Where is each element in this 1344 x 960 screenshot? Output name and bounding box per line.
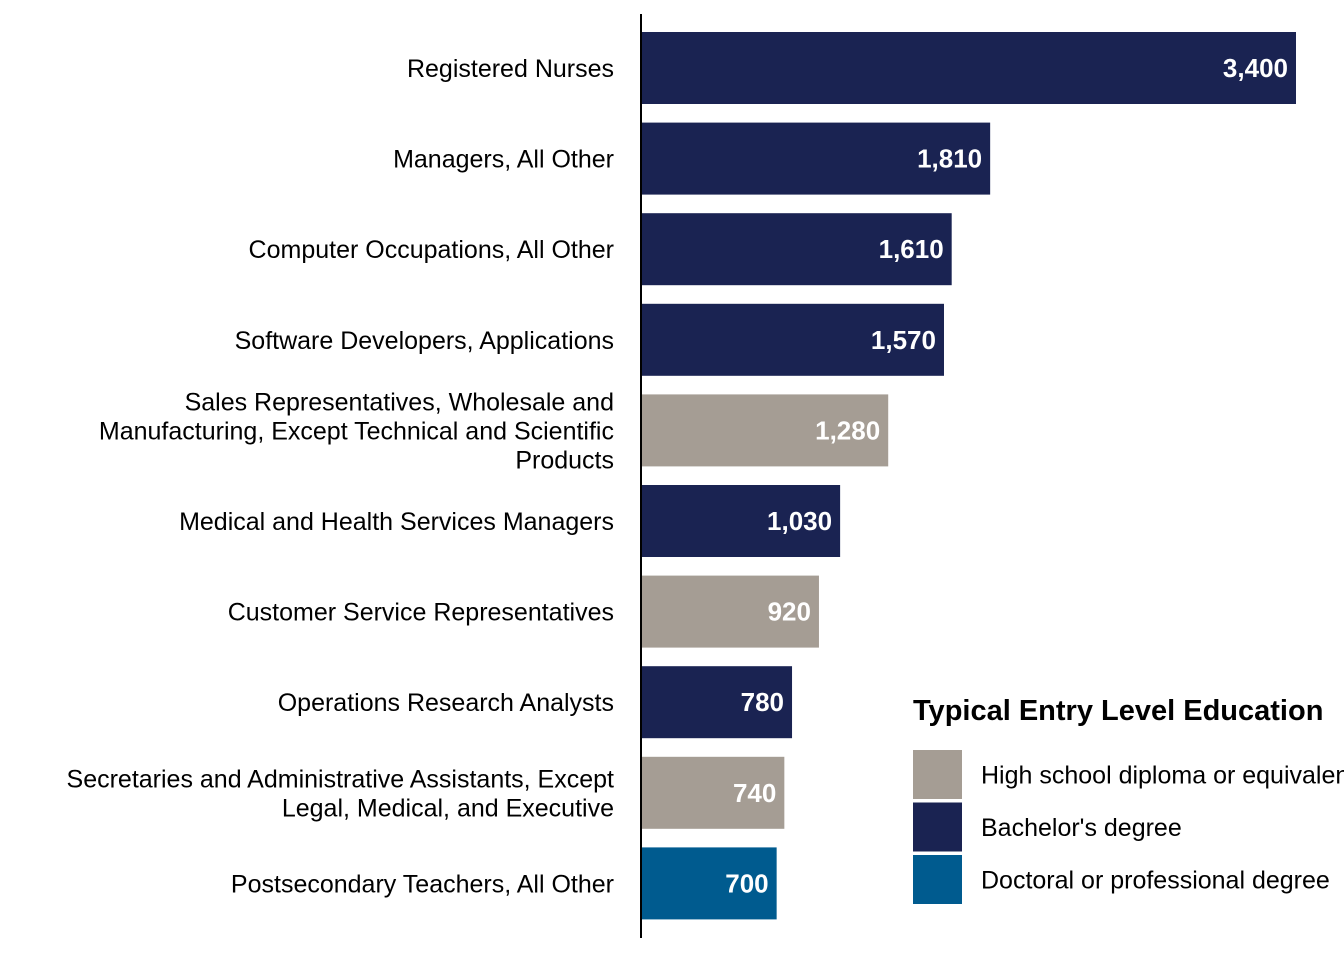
category-label: Computer Occupations, All Other: [249, 236, 614, 264]
bar: [642, 122, 991, 195]
legend-title: Typical Entry Level Education: [913, 695, 1323, 727]
category-label: Registered Nurses: [407, 55, 614, 83]
legend-swatch: [913, 802, 962, 852]
bar: [642, 485, 841, 557]
bars-group: 3,400 1,810 1,610 1,570 1,280 1,030 920 780 740 7…: [642, 32, 1296, 920]
bar-value-label: 1,810: [917, 144, 982, 174]
legend-label: Doctoral or professional degree: [981, 867, 1330, 895]
category-label: Operations Research Analysts: [278, 689, 614, 717]
bar-value-label: 1,030: [767, 506, 832, 536]
bar: [642, 756, 785, 829]
bar-value-label: 1,570: [871, 325, 936, 355]
category-label: Managers, All Other: [393, 146, 614, 174]
category-label: Software Developers, Applications: [235, 327, 614, 355]
bar-value-label: 920: [768, 597, 811, 627]
legend-swatch: [913, 750, 962, 799]
bar-value-label: 780: [741, 687, 784, 717]
bar: [642, 666, 793, 739]
category-label: Secretaries and Administrative Assistant…: [67, 765, 615, 822]
bar-value-label: 1,610: [879, 234, 944, 264]
bar-value-label: 700: [725, 868, 768, 898]
bar: [642, 394, 889, 467]
category-label: Customer Service Representatives: [228, 599, 614, 627]
category-label: Postsecondary Teachers, All Other: [231, 870, 614, 898]
bar-value-label: 1,280: [815, 415, 880, 445]
bar-value-label: 3,400: [1223, 53, 1288, 83]
bar: [642, 32, 1296, 104]
bar: [642, 213, 952, 286]
legend-label: Bachelor's degree: [981, 814, 1182, 842]
legend: Typical Entry Level Education High schoo…: [913, 695, 1344, 904]
category-label: Medical and Health Services Managers: [179, 508, 614, 536]
bar: [642, 303, 944, 376]
category-labels-group: Registered Nurses Managers, All Other Comp…: [67, 55, 615, 898]
legend-swatch: [913, 855, 962, 904]
bar: [642, 575, 819, 648]
bar: [642, 847, 777, 920]
legend-label: High school diploma or equivalent: [981, 762, 1344, 790]
bar-value-label: 740: [733, 778, 776, 808]
category-label: Sales Representatives, Wholesale and Manu…: [99, 388, 614, 474]
